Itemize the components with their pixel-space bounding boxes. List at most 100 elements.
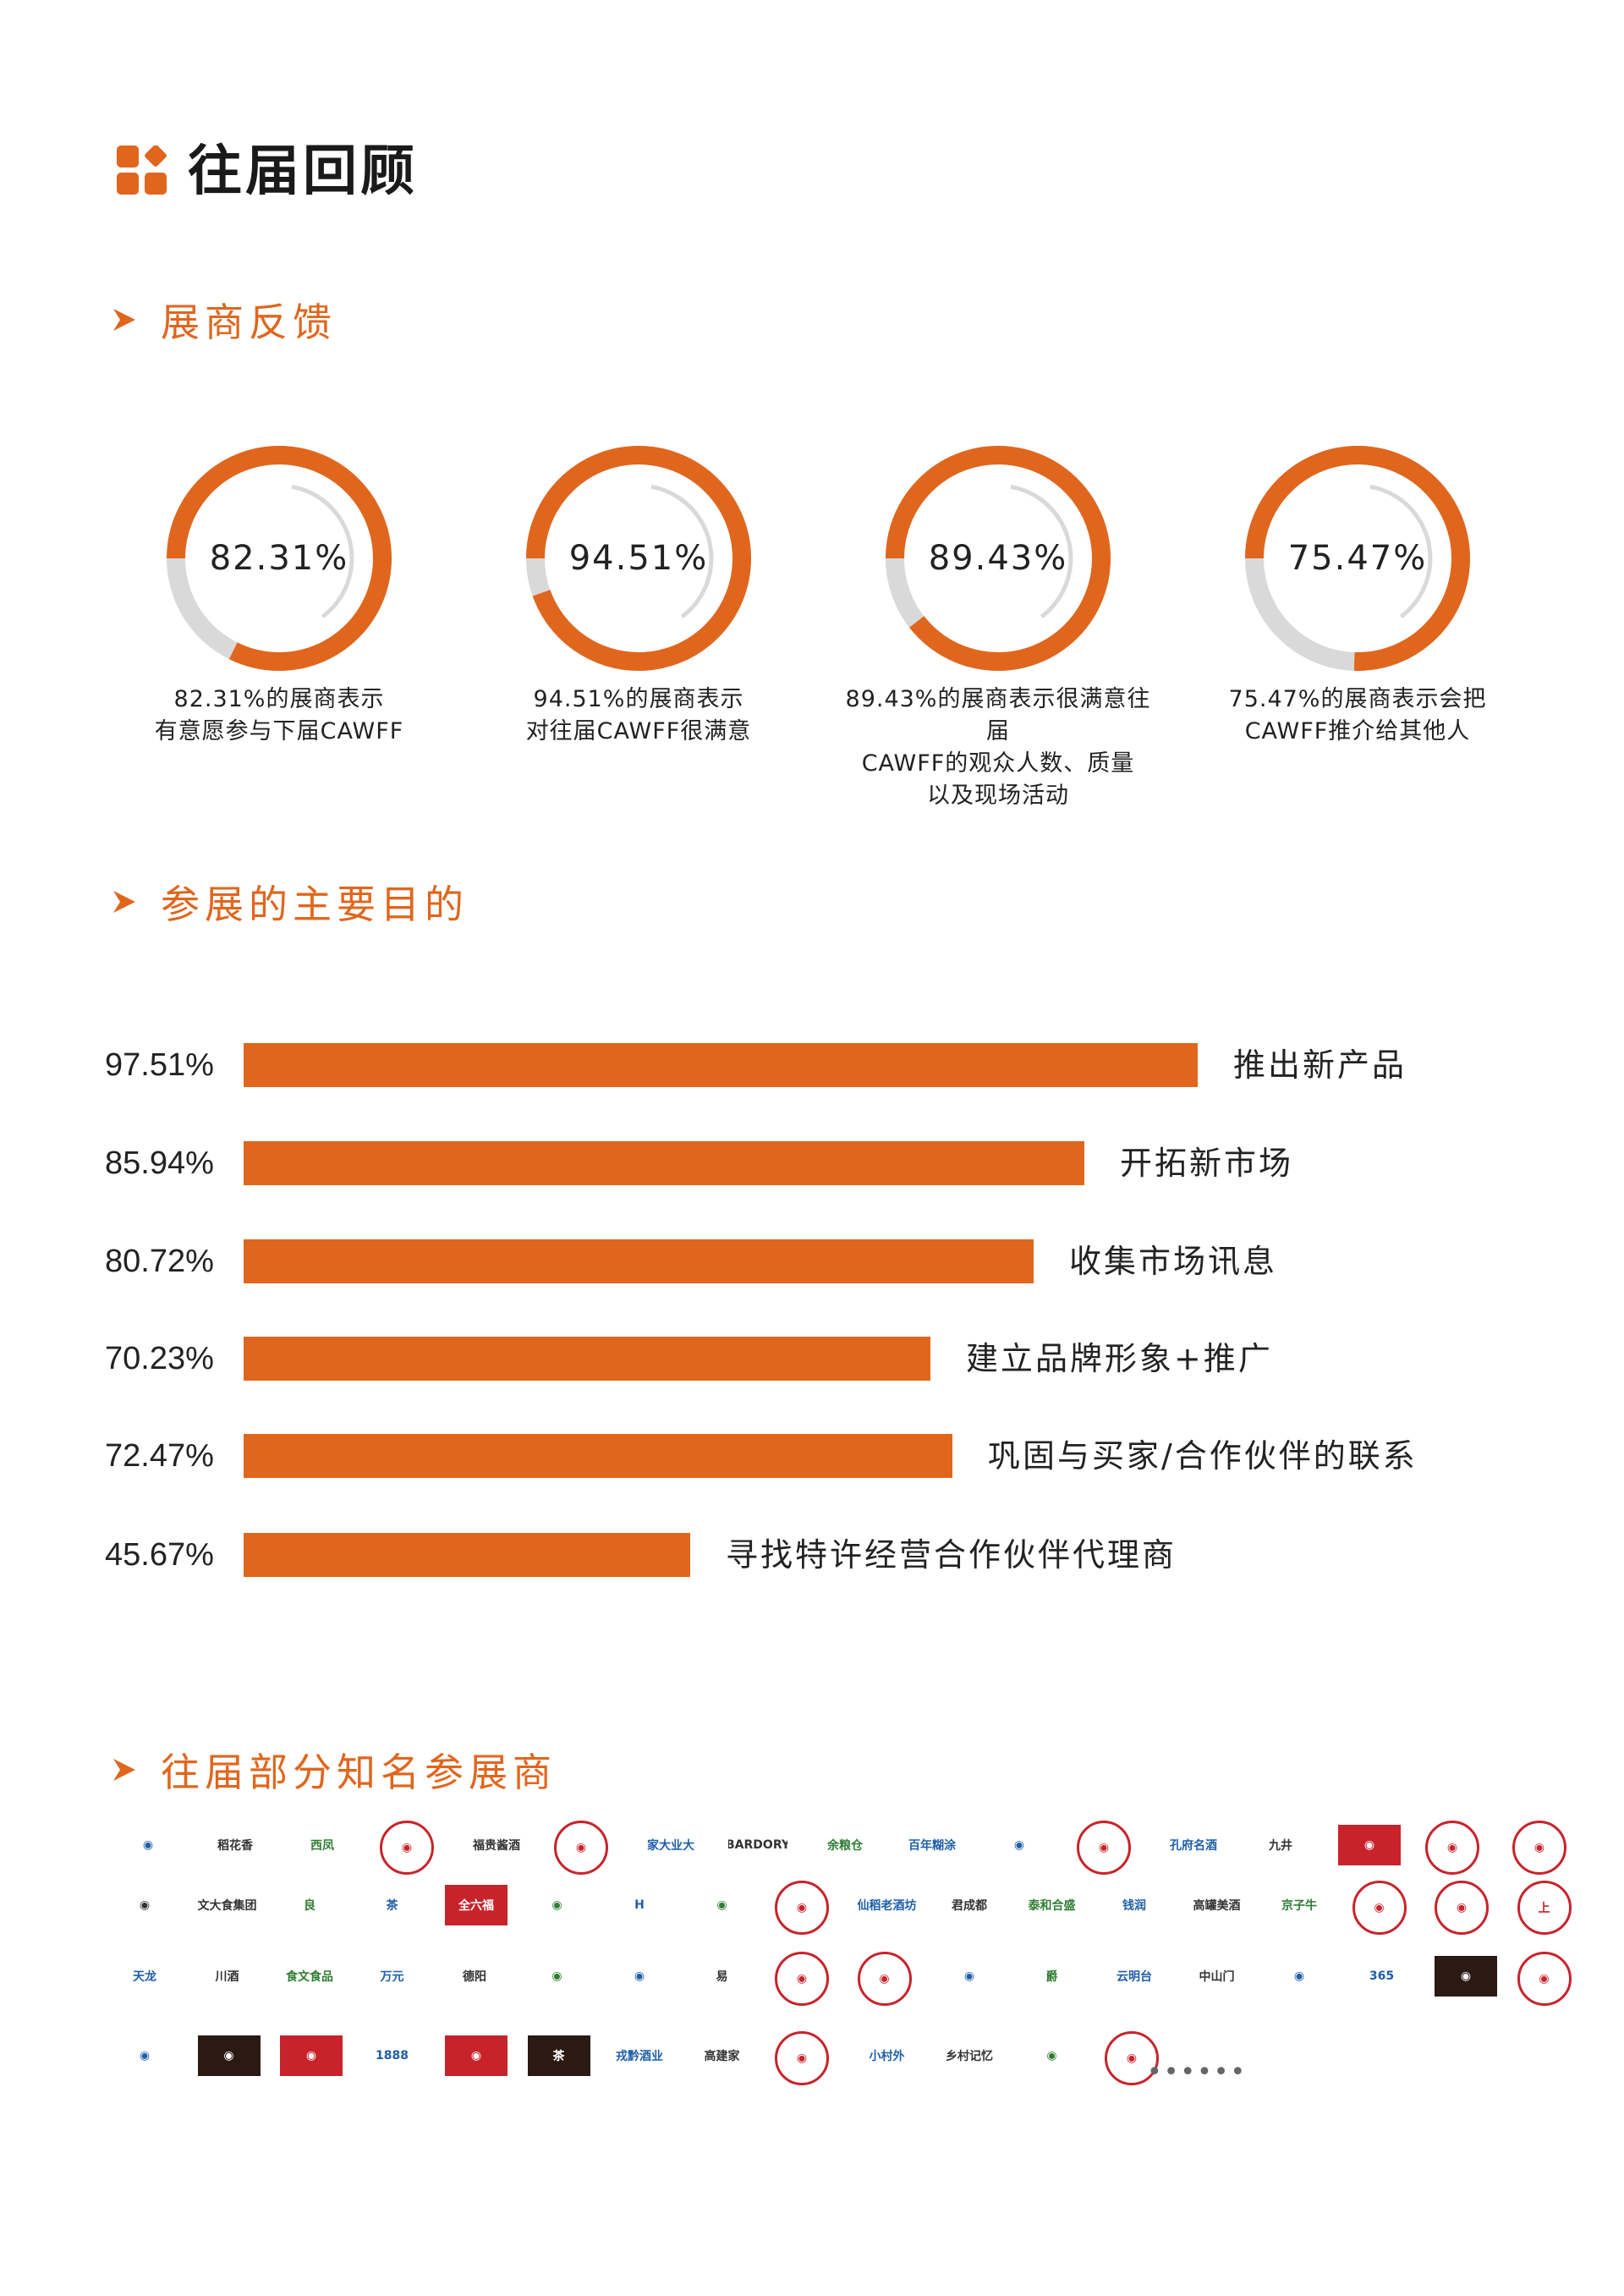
logo-text: 乡村记忆 (946, 2050, 993, 2063)
exhibitor-logo: 良 (280, 1875, 339, 1936)
exhibitor-logo: ◉ (528, 1875, 587, 1936)
exhibitor-logo: ◉ (1512, 1821, 1566, 1875)
exhibitor-logo: ◉ (197, 2035, 261, 2076)
logo-seal-icon: ◉ (1446, 1841, 1458, 1854)
logo-text: H (634, 1898, 645, 1912)
logo-badge-emblem-icon: ◉ (551, 1898, 562, 1912)
logo-dark-icon: ◉ (223, 2049, 234, 2063)
exhibitor-logo: ◉ (775, 2031, 829, 2085)
bar-category-label: 收集市场讯息 (1069, 1243, 1278, 1280)
logo-text: 天龙 (133, 1970, 156, 1984)
exhibitor-logo: 茶 (363, 1875, 422, 1936)
logo-text: 泰和合盛 (1028, 1899, 1076, 1913)
logo-seal-icon: ◉ (796, 1901, 808, 1914)
logo-badge-emblem-icon: ◉ (551, 1969, 562, 1983)
donut-arc (1245, 446, 1470, 671)
donut-chart: 82.31% (161, 440, 398, 677)
logo-text: 全六福 (458, 1899, 494, 1913)
donut-chart: 89.43% (880, 440, 1116, 677)
logo-badge-emblem-icon: ◉ (716, 1898, 727, 1912)
exhibitor-logo: ◉ (1352, 1881, 1407, 1935)
logo-seal-icon: ◉ (879, 1972, 890, 1986)
logo-text: 仙稻老酒坊 (857, 1899, 917, 1913)
logo-text: 茶 (552, 2050, 565, 2063)
donut-ring (1245, 446, 1470, 671)
bar-category-label: 推出新产品 (1233, 1046, 1407, 1084)
exhibitor-logo: ◉ (1270, 1946, 1329, 2007)
exhibitor-logo: ◉ (1338, 1825, 1401, 1865)
caption-line: 94.51%的展商表示 (533, 686, 744, 712)
logo-text: 川酒 (215, 1970, 239, 1984)
logo-mountain-icon: ◉ (139, 1898, 151, 1912)
page-title: 往届回顾 (188, 140, 418, 203)
brand-squares-icon (117, 146, 167, 195)
logo-seal-icon: ◉ (1456, 1901, 1468, 1914)
exhibitor-logo: ◉ (1425, 1821, 1479, 1875)
arrow-right-icon (113, 891, 135, 913)
exhibitor-logo: ◉ (775, 1952, 829, 2006)
logo-text: 万元 (380, 1970, 404, 1984)
exhibitor-logo: ◉ (857, 1952, 912, 2006)
exhibitor-logo: ◉ (380, 1821, 434, 1875)
logo-dark-icon: ◉ (1460, 1969, 1472, 1983)
donut-chart: 75.47% (1239, 440, 1476, 677)
exhibitor-logo: ◉ (115, 2027, 174, 2085)
logo-seal-icon: ◉ (1374, 1901, 1385, 1914)
section-header-purpose: 参展的主要目的 (110, 875, 469, 929)
logo-text: 食文食品 (286, 1970, 333, 1984)
bar-value-label: 70.23% (105, 1341, 214, 1376)
exhibitor-logo: 钱润 (1105, 1875, 1164, 1936)
exhibitor-logo: ◉ (280, 2035, 343, 2076)
logo-seal-icon: ◉ (1533, 1841, 1545, 1854)
donut-arc (526, 446, 751, 671)
exhibitor-logo: 万元 (363, 1946, 422, 2007)
logo-text: 余粮仓 (827, 1839, 863, 1853)
bar-category-label: 开拓新市场 (1120, 1145, 1294, 1182)
bar (244, 1337, 930, 1381)
logo-text: 福贵酱酒 (473, 1839, 520, 1853)
logo-seal-icon: ◉ (796, 2052, 808, 2065)
bar-value-label: 45.67% (105, 1537, 214, 1573)
exhibitor-logo: 365 (1352, 1946, 1412, 2007)
exhibitor-logo: BARDORY (728, 1817, 787, 1873)
arrow-right-icon (113, 1759, 135, 1781)
bar (244, 1533, 690, 1577)
exhibitor-logo: 仙稻老酒坊 (858, 1875, 917, 1936)
exhibitor-logo: 高罐美酒 (1188, 1875, 1247, 1936)
bar-value-label: 72.47% (105, 1438, 214, 1474)
logo-badge-emblem-icon: ◉ (142, 1838, 154, 1852)
exhibitor-logo: 高建家 (693, 2027, 752, 2085)
logo-text-icon: ◉ (1046, 2049, 1057, 2063)
logo-text: 君成都 (952, 1899, 987, 1913)
donut-arc (886, 446, 1111, 671)
donut-caption: 89.43%的展商表示很满意往届 CAWFF的观众人数、质量 以及现场活动 (837, 684, 1159, 812)
exhibitor-logo: ◉ (528, 1946, 587, 2007)
donut-caption: 94.51%的展商表示 对往届CAWFF很满意 (478, 684, 799, 748)
logo-text: 稻花香 (217, 1839, 253, 1853)
logo-text: 九井 (1269, 1839, 1292, 1853)
donut-caption: 82.31%的展商表示 有意愿参与下届CAWFF (118, 684, 440, 748)
exhibitor-logo: 天龙 (115, 1946, 174, 2007)
donut-caption: 75.47%的展商表示会把 CAWFF推介给其他人 (1197, 684, 1518, 748)
exhibitor-logo: ◉ (1435, 1956, 1497, 1997)
exhibitor-logo: ◉ (1023, 2027, 1082, 2085)
logo-seal-icon: ◉ (796, 1972, 808, 1986)
section-title: 展商反馈 (161, 299, 337, 345)
logo-text: 孔府名酒 (1170, 1839, 1217, 1853)
logo-text: 高罐美酒 (1193, 1899, 1241, 1913)
exhibitor-logo: 云明台 (1105, 1946, 1164, 2007)
exhibitor-logo: 上 (1517, 1881, 1572, 1935)
section-header-feedback: 展商反馈 (110, 293, 337, 347)
logo-seal-icon: ◉ (1539, 1972, 1550, 1986)
exhibitor-logo: 九井 (1251, 1817, 1310, 1873)
exhibitor-logo: 乡村记忆 (940, 2027, 999, 2085)
exhibitor-logo: 福贵酱酒 (467, 1817, 526, 1873)
logo-text: 德阳 (463, 1970, 486, 1984)
logo-text: BARDORY (728, 1838, 787, 1852)
bar (244, 1043, 1198, 1087)
bar-value-label: 80.72% (105, 1244, 214, 1279)
logo-text: 小村外 (869, 2050, 905, 2063)
exhibitor-logo: 1888 (363, 2027, 422, 2085)
exhibitor-logo: ◉ (1077, 1821, 1131, 1875)
more-indicator: •••••• (1147, 2057, 1248, 2087)
